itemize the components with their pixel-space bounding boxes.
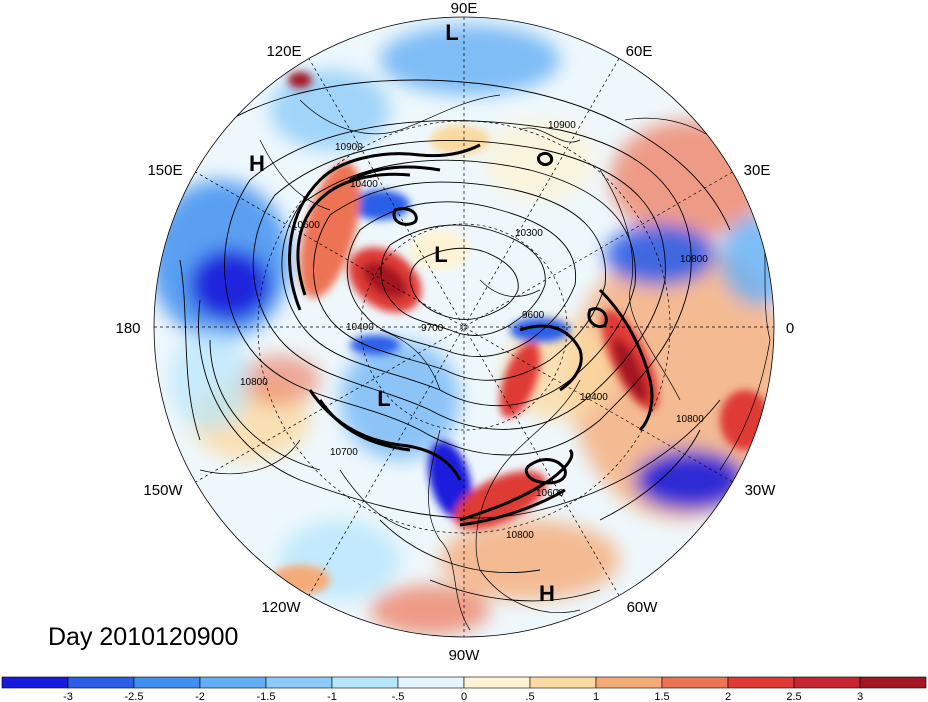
colorbar-tick-label: 2 [725, 691, 731, 702]
colorbar-tick-label: -3 [63, 691, 73, 702]
colorbar-tick-label: 1.5 [654, 691, 669, 702]
contour-label: 10600 [292, 220, 320, 231]
colorbar-box [595, 676, 663, 689]
lon-label-30w: 30W [745, 482, 777, 499]
colorbar-box [265, 676, 333, 689]
colorbar-box [727, 676, 795, 689]
contour-label: 10300 [515, 228, 543, 239]
colorbar-tick-label: 1 [593, 691, 599, 702]
colorbar-tick-label: 3 [857, 691, 863, 702]
lon-label-90e: 90E [451, 0, 478, 17]
contour-label: 9600 [522, 310, 545, 321]
low-pressure-marker: L [377, 386, 390, 411]
lon-label-0: 0 [786, 320, 794, 337]
colorbar-box [793, 676, 861, 689]
lon-label-180: 180 [115, 320, 140, 337]
day-label: Day 2010120900 [48, 623, 238, 651]
pressure-markers: L H L L H [249, 20, 555, 606]
colorbar-tick-labels: -3 -2.5 -2 -1.5 -1 -.5 0 .5 1 1.5 2 2.5 3 [63, 691, 863, 702]
contour-label: 10800 [676, 414, 704, 425]
lon-label-60e: 60E [626, 43, 653, 60]
graticule [154, 17, 774, 637]
colorbar-boxes [1, 676, 927, 689]
anomaly-shading [154, 17, 774, 637]
lon-label-150e: 150E [147, 162, 182, 179]
colorbar-box [67, 676, 135, 689]
colorbar-tick-label: .5 [525, 691, 534, 702]
contour-label: 10800 [506, 530, 534, 541]
colorbar-tick-label: 2.5 [786, 691, 801, 702]
high-pressure-marker: H [249, 151, 265, 176]
colorbar-box [133, 676, 201, 689]
contour-label: 10400 [346, 322, 374, 333]
lon-label-120w: 120W [261, 599, 301, 616]
colorbar-tick-label: -2.5 [125, 691, 144, 702]
height-contours [179, 79, 731, 602]
colorbar-tick-label: 0 [461, 691, 467, 702]
longitude-labels: 90E 60E 30E 0 30W 60W 90W 120W 150W 180 … [115, 0, 794, 664]
contour-label: 10700 [330, 447, 358, 458]
low-pressure-marker: L [434, 242, 447, 267]
lon-label-30e: 30E [744, 162, 771, 179]
contour-labels: 10900 10900 10400 10300 10800 10400 9700… [240, 120, 708, 541]
contour-label: 10900 [548, 120, 576, 131]
contour-label: 10600 [536, 488, 564, 499]
colorbar: -3 -2.5 -2 -1.5 -1 -.5 0 .5 1 1.5 2 2.5 3 [1, 676, 927, 702]
high-pressure-marker: H [539, 581, 555, 606]
colorbar-box [463, 676, 531, 689]
low-pressure-marker: L [445, 20, 458, 45]
contour-label: 10800 [240, 377, 268, 388]
coastlines [199, 94, 771, 631]
contour-label: 10400 [350, 179, 378, 190]
colorbar-box [199, 676, 267, 689]
colorbar-tick-label: -1.5 [257, 691, 276, 702]
colorbar-tick-label: -1 [327, 691, 337, 702]
contour-label: 10800 [680, 254, 708, 265]
lon-label-150w: 150W [143, 482, 183, 499]
contour-label: 9700 [421, 323, 444, 334]
colorbar-box [859, 676, 927, 689]
contour-label: 10900 [335, 142, 363, 153]
jet-contours [288, 143, 654, 527]
colorbar-box [661, 676, 729, 689]
colorbar-tick-label: -.5 [392, 691, 405, 702]
lon-label-90w: 90W [449, 647, 481, 664]
contour-label: 10400 [580, 392, 608, 403]
colorbar-box [529, 676, 597, 689]
lon-label-60w: 60W [627, 599, 659, 616]
colorbar-box [397, 676, 465, 689]
map-boundary [153, 16, 775, 638]
colorbar-box [1, 676, 69, 689]
lon-label-120e: 120E [266, 43, 301, 60]
colorbar-tick-label: -2 [195, 691, 205, 702]
colorbar-box [331, 676, 399, 689]
